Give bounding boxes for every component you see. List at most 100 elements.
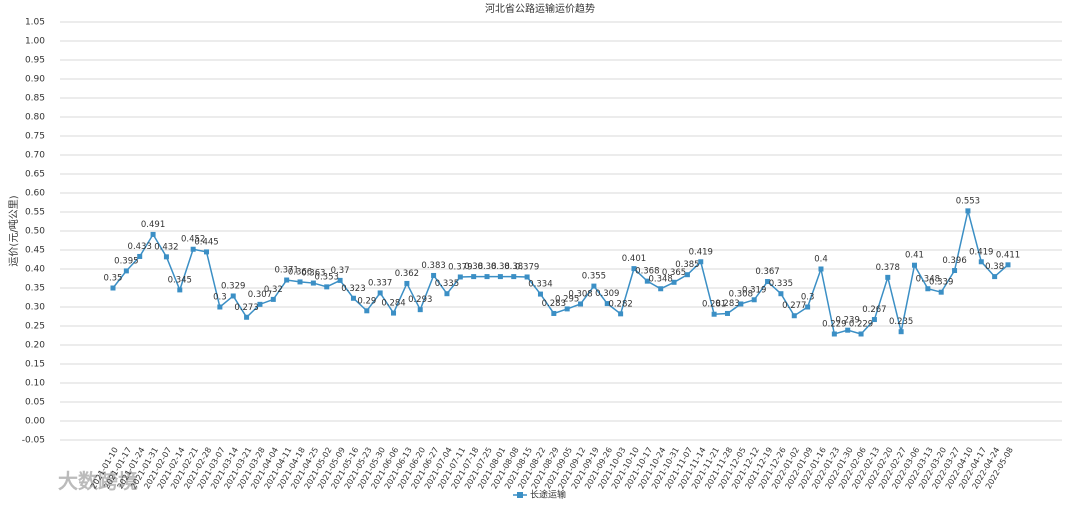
data-label: 0.3 <box>801 293 815 303</box>
data-label: 0.419 <box>689 247 713 257</box>
point <box>484 274 490 280</box>
data-label: 0.379 <box>515 262 539 272</box>
point <box>110 285 116 291</box>
y-tick-label: 0.55 <box>25 208 45 218</box>
y-tick-label: 0.70 <box>25 151 45 161</box>
data-label: 0.339 <box>929 278 953 288</box>
data-label: 0.452 <box>181 235 205 245</box>
data-label: 0.283 <box>542 299 566 309</box>
data-label: 0.366 <box>288 267 312 277</box>
data-label: 0.335 <box>769 279 793 289</box>
data-label: 0.411 <box>996 250 1020 260</box>
point <box>925 286 931 292</box>
point <box>591 283 597 289</box>
point <box>471 274 477 280</box>
point <box>978 259 984 265</box>
point <box>698 259 704 265</box>
data-label: 0.29 <box>357 296 376 306</box>
point <box>778 291 784 297</box>
data-label: 0.445 <box>194 237 218 247</box>
data-label: 0.433 <box>128 242 152 252</box>
data-label: 0.273 <box>234 303 258 313</box>
point <box>631 266 637 272</box>
point <box>965 208 971 214</box>
data-label: 0.308 <box>729 289 753 299</box>
y-tick-label: 0.95 <box>25 56 45 66</box>
data-label: 0.401 <box>622 254 646 264</box>
y-tick-label: 0.85 <box>25 94 45 104</box>
data-label: 0.491 <box>141 220 165 230</box>
point <box>284 277 290 283</box>
data-label: 0.419 <box>969 247 993 257</box>
y-tick-label: 0.35 <box>25 284 45 294</box>
data-label: 0.323 <box>341 284 365 294</box>
data-label: 0.35 <box>104 274 123 284</box>
point <box>578 301 584 307</box>
point <box>244 314 250 320</box>
y-tick-label: 1.00 <box>25 37 45 47</box>
y-tick-label: 0.25 <box>25 322 45 332</box>
y-tick-label: 0.45 <box>25 246 45 256</box>
point <box>177 287 183 293</box>
point <box>684 272 690 278</box>
data-label: 0.293 <box>408 295 432 305</box>
data-label: 0.432 <box>154 242 178 252</box>
data-label: 0.38 <box>504 262 523 272</box>
point <box>457 274 463 280</box>
data-label: 0.38 <box>491 262 510 272</box>
data-label: 0.319 <box>742 285 766 295</box>
point <box>497 274 503 280</box>
point <box>391 310 397 316</box>
y-tick-label: 0.80 <box>25 113 45 123</box>
data-label: 0.367 <box>755 267 779 277</box>
point <box>431 272 437 278</box>
point <box>324 284 330 290</box>
data-label: 0.363 <box>301 269 325 279</box>
data-label: 0.345 <box>168 275 192 285</box>
data-label: 0.4 <box>814 255 828 265</box>
point <box>751 297 757 303</box>
y-tick-label: 0.10 <box>25 379 45 389</box>
data-label: 0.235 <box>889 317 913 327</box>
point <box>337 277 343 283</box>
data-label: 0.309 <box>595 289 619 299</box>
point <box>644 278 650 284</box>
point <box>204 249 210 255</box>
point <box>524 274 530 280</box>
point <box>658 286 664 292</box>
point <box>564 306 570 312</box>
data-label: 0.329 <box>221 281 245 291</box>
point <box>364 308 370 314</box>
point <box>831 331 837 337</box>
point <box>671 279 677 285</box>
point <box>711 311 717 317</box>
data-label: 0.282 <box>608 299 632 309</box>
data-label: 0.3 <box>213 293 227 303</box>
point <box>845 327 851 333</box>
data-label: 0.32 <box>264 285 283 295</box>
data-label: 0.362 <box>395 269 419 279</box>
data-label: 0.383 <box>421 261 445 271</box>
point <box>738 301 744 307</box>
y-tick-label: 0.15 <box>25 360 45 370</box>
data-label: 0.239 <box>836 316 860 326</box>
data-label: 0.41 <box>905 251 924 261</box>
data-label: 0.371 <box>274 266 298 276</box>
data-label: 0.37 <box>331 266 350 276</box>
y-tick-label: 0.05 <box>25 398 45 408</box>
point <box>190 246 196 252</box>
point <box>417 307 423 313</box>
point <box>123 268 129 274</box>
legend-label: 长途运输 <box>530 489 566 501</box>
data-label: 0.308 <box>568 289 592 299</box>
data-label: 0.348 <box>916 274 940 284</box>
data-label: 0.38 <box>985 262 1004 272</box>
data-label: 0.38 <box>464 262 483 272</box>
data-label: 0.385 <box>675 260 699 270</box>
data-label: 0.334 <box>528 280 552 290</box>
point <box>805 304 811 310</box>
data-label: 0.229 <box>849 319 873 329</box>
point <box>137 253 143 259</box>
data-label: 0.284 <box>381 299 405 309</box>
y-tick-label: 0.90 <box>25 75 45 85</box>
